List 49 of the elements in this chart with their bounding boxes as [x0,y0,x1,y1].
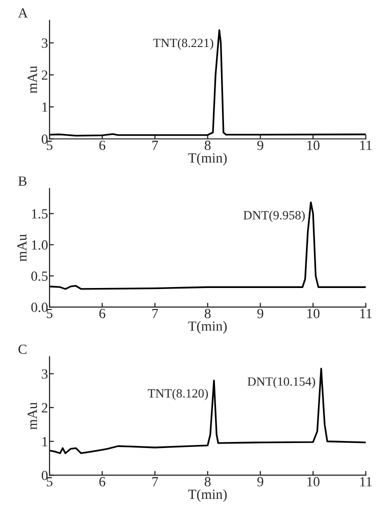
y-tick-label: 1.0 [32,240,48,250]
x-tick-label: 11 [360,308,372,318]
y-tick-label: 3 [42,38,48,48]
y-tick-label: 0.0 [31,302,48,312]
x-tick-label: 5 [46,477,52,486]
y-axis-title: mAu [28,402,37,430]
x-tick-label: 5 [46,308,52,318]
x-axis-title: T(min) [188,152,227,166]
line-series [50,201,366,290]
x-tick-label: 10 [307,477,320,486]
x-tick-label: 11 [360,477,372,486]
y-tick-label: 2 [42,403,48,412]
annotation: DNT(10.154) [248,376,316,388]
chart-title: C [18,344,26,354]
x-tick-label: 8 [204,140,211,150]
x-tick-label: 9 [257,140,264,150]
x-tick-label: 5 [46,140,52,150]
x-tick-label: 7 [152,477,158,486]
x-tick-label: 6 [99,140,106,150]
x-tick-label: 9 [257,477,264,486]
y-axis-title: mAu [17,234,27,262]
annotation: DNT(9.958) [244,210,305,222]
y-tick-label: 0 [42,134,48,144]
y-tick-label: 2 [42,70,48,80]
x-tick-label: 6 [99,477,106,486]
x-axis-title: T(min) [188,321,227,334]
y-tick-label: 1 [42,102,48,112]
y-tick-label: 0.5 [31,271,48,281]
y-tick-label: 1 [42,437,48,446]
x-tick-label: 6 [99,308,106,318]
y-tick-label: 3 [42,369,48,379]
x-tick-label: 7 [152,140,158,150]
y-axis-title: mAu [28,66,37,94]
x-tick-label: 11 [360,140,372,150]
y-tick-label: 1.5 [32,209,48,219]
x-tick-label: 9 [257,308,264,318]
chart-title: B [18,176,26,186]
chart-title: A [18,8,28,18]
annotation: TNT(8.120) [148,388,208,400]
x-tick-label: 8 [204,477,211,486]
line-series [50,29,366,137]
x-axis-title: T(min) [188,489,227,502]
line-series [50,368,366,454]
annotation: TNT(8.221) [153,38,214,50]
x-tick-label: 10 [307,140,320,150]
x-tick-label: 10 [307,308,320,318]
x-tick-label: 7 [152,308,158,318]
x-tick-label: 8 [204,308,211,318]
y-tick-label: 0 [42,470,48,480]
